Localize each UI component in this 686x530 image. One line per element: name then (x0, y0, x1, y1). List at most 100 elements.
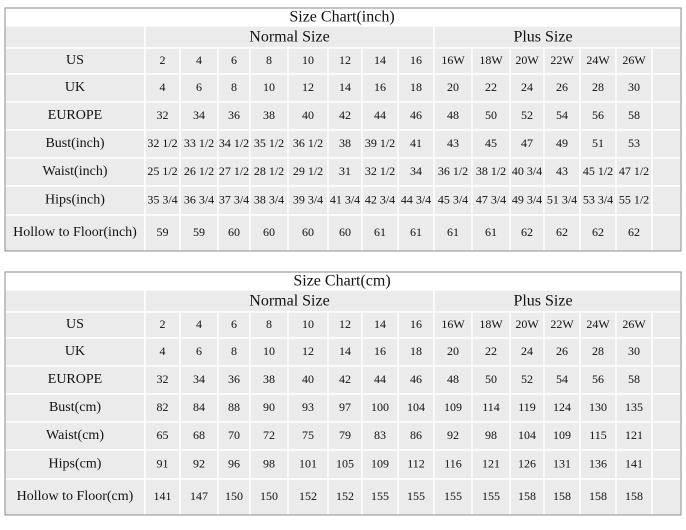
cell (397, 393, 435, 423)
cell-value: 6 (231, 317, 237, 331)
cell (4, 25, 146, 49)
cell-value: 10 (302, 317, 314, 331)
cell-value: 8 (266, 317, 272, 331)
cell (579, 214, 617, 252)
cell-value: 62 (628, 225, 640, 239)
cell-value: 40 (302, 372, 314, 386)
row-label: EUROPE (48, 372, 102, 387)
cell-value: 96 (228, 456, 240, 470)
cell-value: 112 (407, 456, 425, 470)
cell (327, 185, 363, 216)
cell-value: 104 (518, 428, 536, 442)
cell-value: 61 (447, 225, 459, 239)
cell-value: 14 (374, 317, 386, 331)
cell-value: 10 (263, 344, 275, 358)
cell-value: 60 (302, 225, 314, 239)
cell (651, 421, 682, 451)
cell (327, 393, 363, 423)
cell (543, 449, 581, 480)
cell-value: 14 (339, 80, 351, 94)
cell (179, 214, 219, 252)
cell-value: 6 (231, 53, 237, 67)
cell-value: 24W (586, 53, 610, 67)
cell-value: 2 (160, 317, 166, 331)
cell-value: 82 (157, 400, 169, 414)
cell (179, 449, 219, 480)
cell (471, 365, 511, 395)
cell-value: 8 (266, 53, 272, 67)
cell-value: 20W (515, 53, 539, 67)
cell-value: 59 (193, 225, 205, 239)
cell-value: 136 (589, 456, 607, 470)
group-header: Normal Size (249, 293, 329, 310)
cell (651, 47, 682, 75)
cell-value: 60 (228, 225, 240, 239)
cell-value: 124 (553, 400, 571, 414)
cell (327, 129, 363, 159)
cell-value: 38 3/4 (254, 192, 284, 206)
cell-value: 39 3/4 (293, 192, 323, 206)
table-frame (4, 7, 682, 252)
cell (615, 129, 653, 159)
cell-value: 158 (518, 489, 536, 503)
cell-value: 54 (556, 372, 568, 386)
cell-value: 26 1/2 (184, 164, 214, 178)
cell-value: 41 3/4 (330, 192, 360, 206)
cell-value: 53 (628, 136, 640, 150)
cell-value: 147 (190, 489, 208, 503)
row-label: Hips(cm) (49, 457, 102, 472)
cell-value: 121 (625, 428, 643, 442)
cell-value: 26 (556, 344, 568, 358)
row-label: Hips(inch) (45, 193, 105, 208)
cell (249, 47, 289, 75)
cell (4, 289, 146, 313)
cell-value: 36 1/2 (438, 164, 468, 178)
cell-value: 116 (444, 456, 462, 470)
cell (179, 337, 219, 367)
cell (361, 337, 399, 367)
cell-value: 45 3/4 (438, 192, 468, 206)
cell-value: 62 (521, 225, 533, 239)
cell-value: 22W (550, 317, 574, 331)
cell-value: 20 (447, 344, 459, 358)
cell-value: 155 (371, 489, 389, 503)
table-frame (4, 271, 682, 516)
group-header: Plus Size (513, 293, 572, 310)
cell-value: 158 (553, 489, 571, 503)
cell-value: 141 (154, 489, 172, 503)
cell (543, 157, 581, 187)
cell-value: 84 (193, 400, 205, 414)
title-row (5, 272, 681, 290)
cell-value: 28 (592, 80, 604, 94)
cell (543, 101, 581, 131)
cell-value: 38 (339, 136, 351, 150)
cell-value: 53 3/4 (583, 192, 613, 206)
cell-value: 135 (625, 400, 643, 414)
cell-value: 56 (592, 108, 604, 122)
cell-value: 43 (556, 164, 568, 178)
cell-value: 61 (410, 225, 422, 239)
cell (249, 157, 289, 187)
cell (651, 478, 682, 516)
cell-value: 20W (515, 317, 539, 331)
cell-value: 32 1/2 (147, 136, 177, 150)
cell-value: 158 (625, 489, 643, 503)
cell-value: 38 1/2 (476, 164, 506, 178)
cell-value: 70 (228, 428, 240, 442)
cell-value: 20 (447, 80, 459, 94)
cell (579, 185, 617, 216)
cell-value: 93 (302, 400, 314, 414)
cell-value: 50 (485, 108, 497, 122)
cell (361, 393, 399, 423)
cell-value: 50 (485, 372, 497, 386)
cell (615, 185, 653, 216)
cell-value: 44 (374, 108, 386, 122)
cell (397, 185, 435, 216)
cell-value: 14 (339, 344, 351, 358)
row-label: Hollow to Floor(inch) (13, 225, 137, 240)
cell-value: 109 (371, 456, 389, 470)
cell (397, 157, 435, 187)
cell-value: 48 (447, 372, 459, 386)
cell-value: 46 (410, 372, 422, 386)
cell (471, 47, 511, 75)
